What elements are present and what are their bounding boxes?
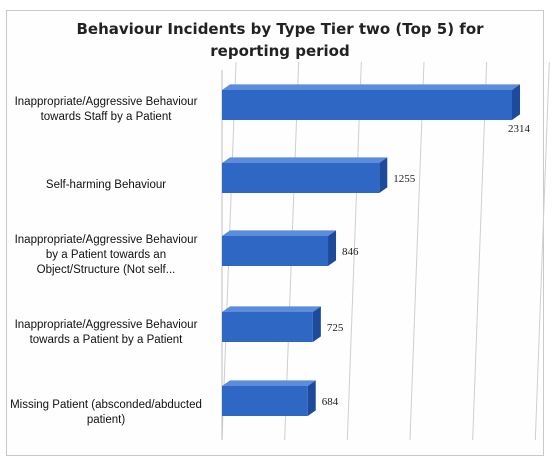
gridline bbox=[346, 61, 362, 441]
gridline bbox=[534, 61, 550, 441]
category-label: Inappropriate/Aggressive Behaviour by a … bbox=[14, 233, 198, 276]
bar bbox=[222, 230, 337, 266]
bar bbox=[222, 306, 321, 342]
value-label: 2314 bbox=[508, 123, 531, 135]
category-label: Inappropriate/Aggressive Behaviour towar… bbox=[14, 319, 198, 346]
chart-title: Behaviour Incidents by Type Tier two (To… bbox=[76, 20, 484, 60]
category-label: Inappropriate/Aggressive Behaviour towar… bbox=[14, 96, 198, 123]
value-label: 725 bbox=[327, 322, 344, 334]
bar bbox=[222, 380, 316, 416]
value-label: 846 bbox=[342, 246, 359, 258]
category-label: Self-harming Behaviour bbox=[45, 178, 167, 191]
bars bbox=[222, 84, 520, 416]
bar bbox=[222, 157, 388, 193]
gridline bbox=[409, 61, 425, 441]
gridline bbox=[472, 61, 488, 441]
bar bbox=[222, 84, 520, 120]
value-label: 1255 bbox=[393, 173, 416, 185]
value-label: 684 bbox=[322, 396, 339, 408]
category-label: Missing Patient (absconded/abducted pati… bbox=[10, 399, 202, 426]
value-labels: 2314 1255 846 725 684 bbox=[322, 123, 531, 408]
